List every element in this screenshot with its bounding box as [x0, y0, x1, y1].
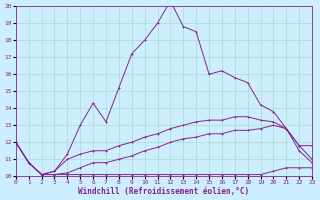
- X-axis label: Windchill (Refroidissement éolien,°C): Windchill (Refroidissement éolien,°C): [78, 187, 250, 196]
